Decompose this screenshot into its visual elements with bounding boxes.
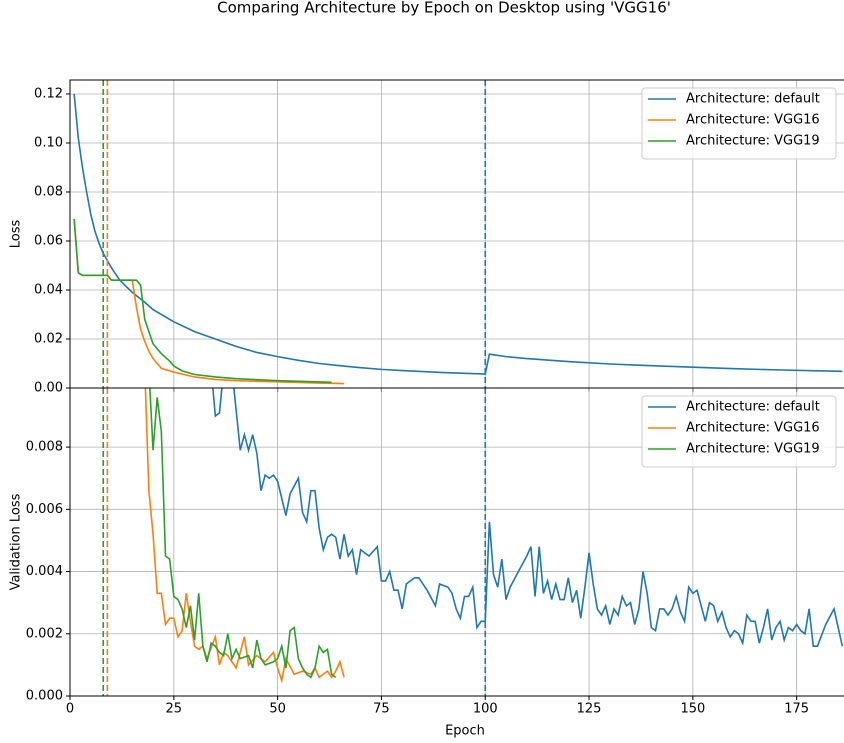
plot-area bbox=[73, 80, 843, 388]
legend-label: Architecture: VGG16 bbox=[686, 113, 820, 128]
legend-label: Architecture: default bbox=[686, 400, 820, 415]
x-tick-label: 0 bbox=[66, 702, 74, 717]
y-axis-label: Loss bbox=[9, 220, 24, 249]
legend-frame bbox=[641, 395, 837, 468]
y-tick-label: 0.008 bbox=[26, 440, 63, 455]
y-tick-label: 0.02 bbox=[34, 331, 63, 346]
x-axis-label: Epoch bbox=[445, 724, 485, 739]
y-tick-label: 0.10 bbox=[34, 135, 63, 150]
series-line bbox=[149, 388, 337, 679]
y-tick-label: 0.000 bbox=[26, 689, 63, 704]
legend-label: Architecture: default bbox=[686, 92, 820, 107]
x-tick-label: 150 bbox=[680, 702, 705, 717]
series-line bbox=[212, 388, 844, 648]
y-tick-label: 0.04 bbox=[34, 282, 63, 297]
x-tick-label: 25 bbox=[166, 702, 183, 717]
y-tick-label: 0.00 bbox=[34, 381, 63, 396]
series-line bbox=[73, 218, 332, 384]
y-tick-label: 0.06 bbox=[34, 233, 63, 248]
y-tick-label: 0.12 bbox=[34, 86, 63, 101]
legend-label: Architecture: VGG19 bbox=[686, 442, 820, 457]
y-axis-label: Validation Loss bbox=[9, 493, 24, 590]
series-line bbox=[73, 93, 843, 375]
x-tick-label: 175 bbox=[784, 702, 809, 717]
x-tick-label: 125 bbox=[577, 702, 602, 717]
y-tick-label: 0.002 bbox=[26, 626, 63, 641]
x-tick-label: 75 bbox=[373, 702, 390, 717]
y-tick-label: 0.006 bbox=[26, 502, 63, 517]
y-tick-label: 0.08 bbox=[34, 184, 63, 199]
legend-label: Architecture: VGG16 bbox=[686, 421, 820, 436]
x-tick-label: 100 bbox=[473, 702, 498, 717]
x-tick-label: 50 bbox=[269, 702, 286, 717]
chart-title: Comparing Architecture by Epoch on Deskt… bbox=[217, 0, 671, 17]
plot-area bbox=[102, 388, 844, 696]
axes-frame bbox=[69, 387, 844, 697]
y-tick-label: 0.004 bbox=[26, 564, 63, 579]
legend-frame bbox=[641, 87, 837, 160]
legend-label: Architecture: VGG19 bbox=[686, 134, 820, 149]
